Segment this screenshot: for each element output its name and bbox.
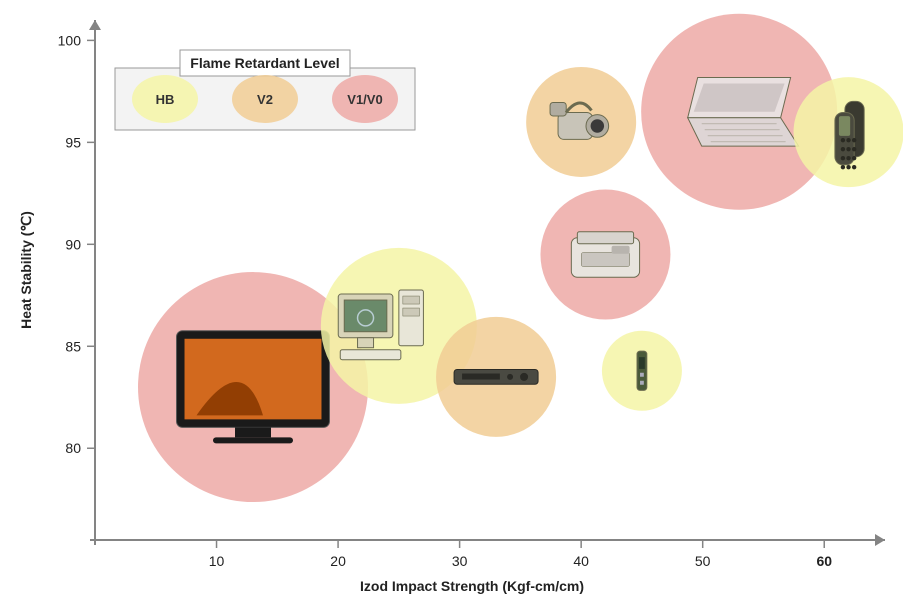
usb-icon xyxy=(637,351,647,390)
svg-text:HB: HB xyxy=(156,92,175,107)
printer-icon xyxy=(571,232,639,278)
svg-text:100: 100 xyxy=(58,32,82,48)
svg-text:20: 20 xyxy=(330,553,346,569)
svg-text:60: 60 xyxy=(816,553,832,569)
bubble-printer xyxy=(540,190,670,320)
legend: Flame Retardant Level HB V2 V1/V0 xyxy=(115,50,415,130)
bubble-dvd-player xyxy=(436,317,556,437)
dvd-icon xyxy=(454,370,538,385)
svg-text:Flame Retardant Level: Flame Retardant Level xyxy=(190,55,339,71)
laptop-icon xyxy=(688,77,799,146)
svg-text:10: 10 xyxy=(209,553,225,569)
x-axis-label: Izod Impact Strength (Kgf-cm/cm) xyxy=(360,578,584,594)
bubble-camcorder xyxy=(526,67,636,177)
bubble-mobile-phone xyxy=(794,77,903,187)
svg-text:V2: V2 xyxy=(257,92,273,107)
tv-icon xyxy=(177,331,330,444)
svg-text:50: 50 xyxy=(695,553,711,569)
bubble-usb-mp3 xyxy=(602,331,682,411)
svg-text:80: 80 xyxy=(65,440,81,456)
y-axis-label: Heat Stability (℃) xyxy=(18,140,35,400)
svg-text:40: 40 xyxy=(573,553,589,569)
svg-text:85: 85 xyxy=(65,338,81,354)
svg-text:90: 90 xyxy=(65,236,81,252)
svg-text:95: 95 xyxy=(65,134,81,150)
bubble-chart: 10 20 30 40 50 60 80 85 90 95 100 Flame Retardant L… xyxy=(0,0,903,605)
svg-text:30: 30 xyxy=(452,553,468,569)
svg-text:V1/V0: V1/V0 xyxy=(347,92,382,107)
